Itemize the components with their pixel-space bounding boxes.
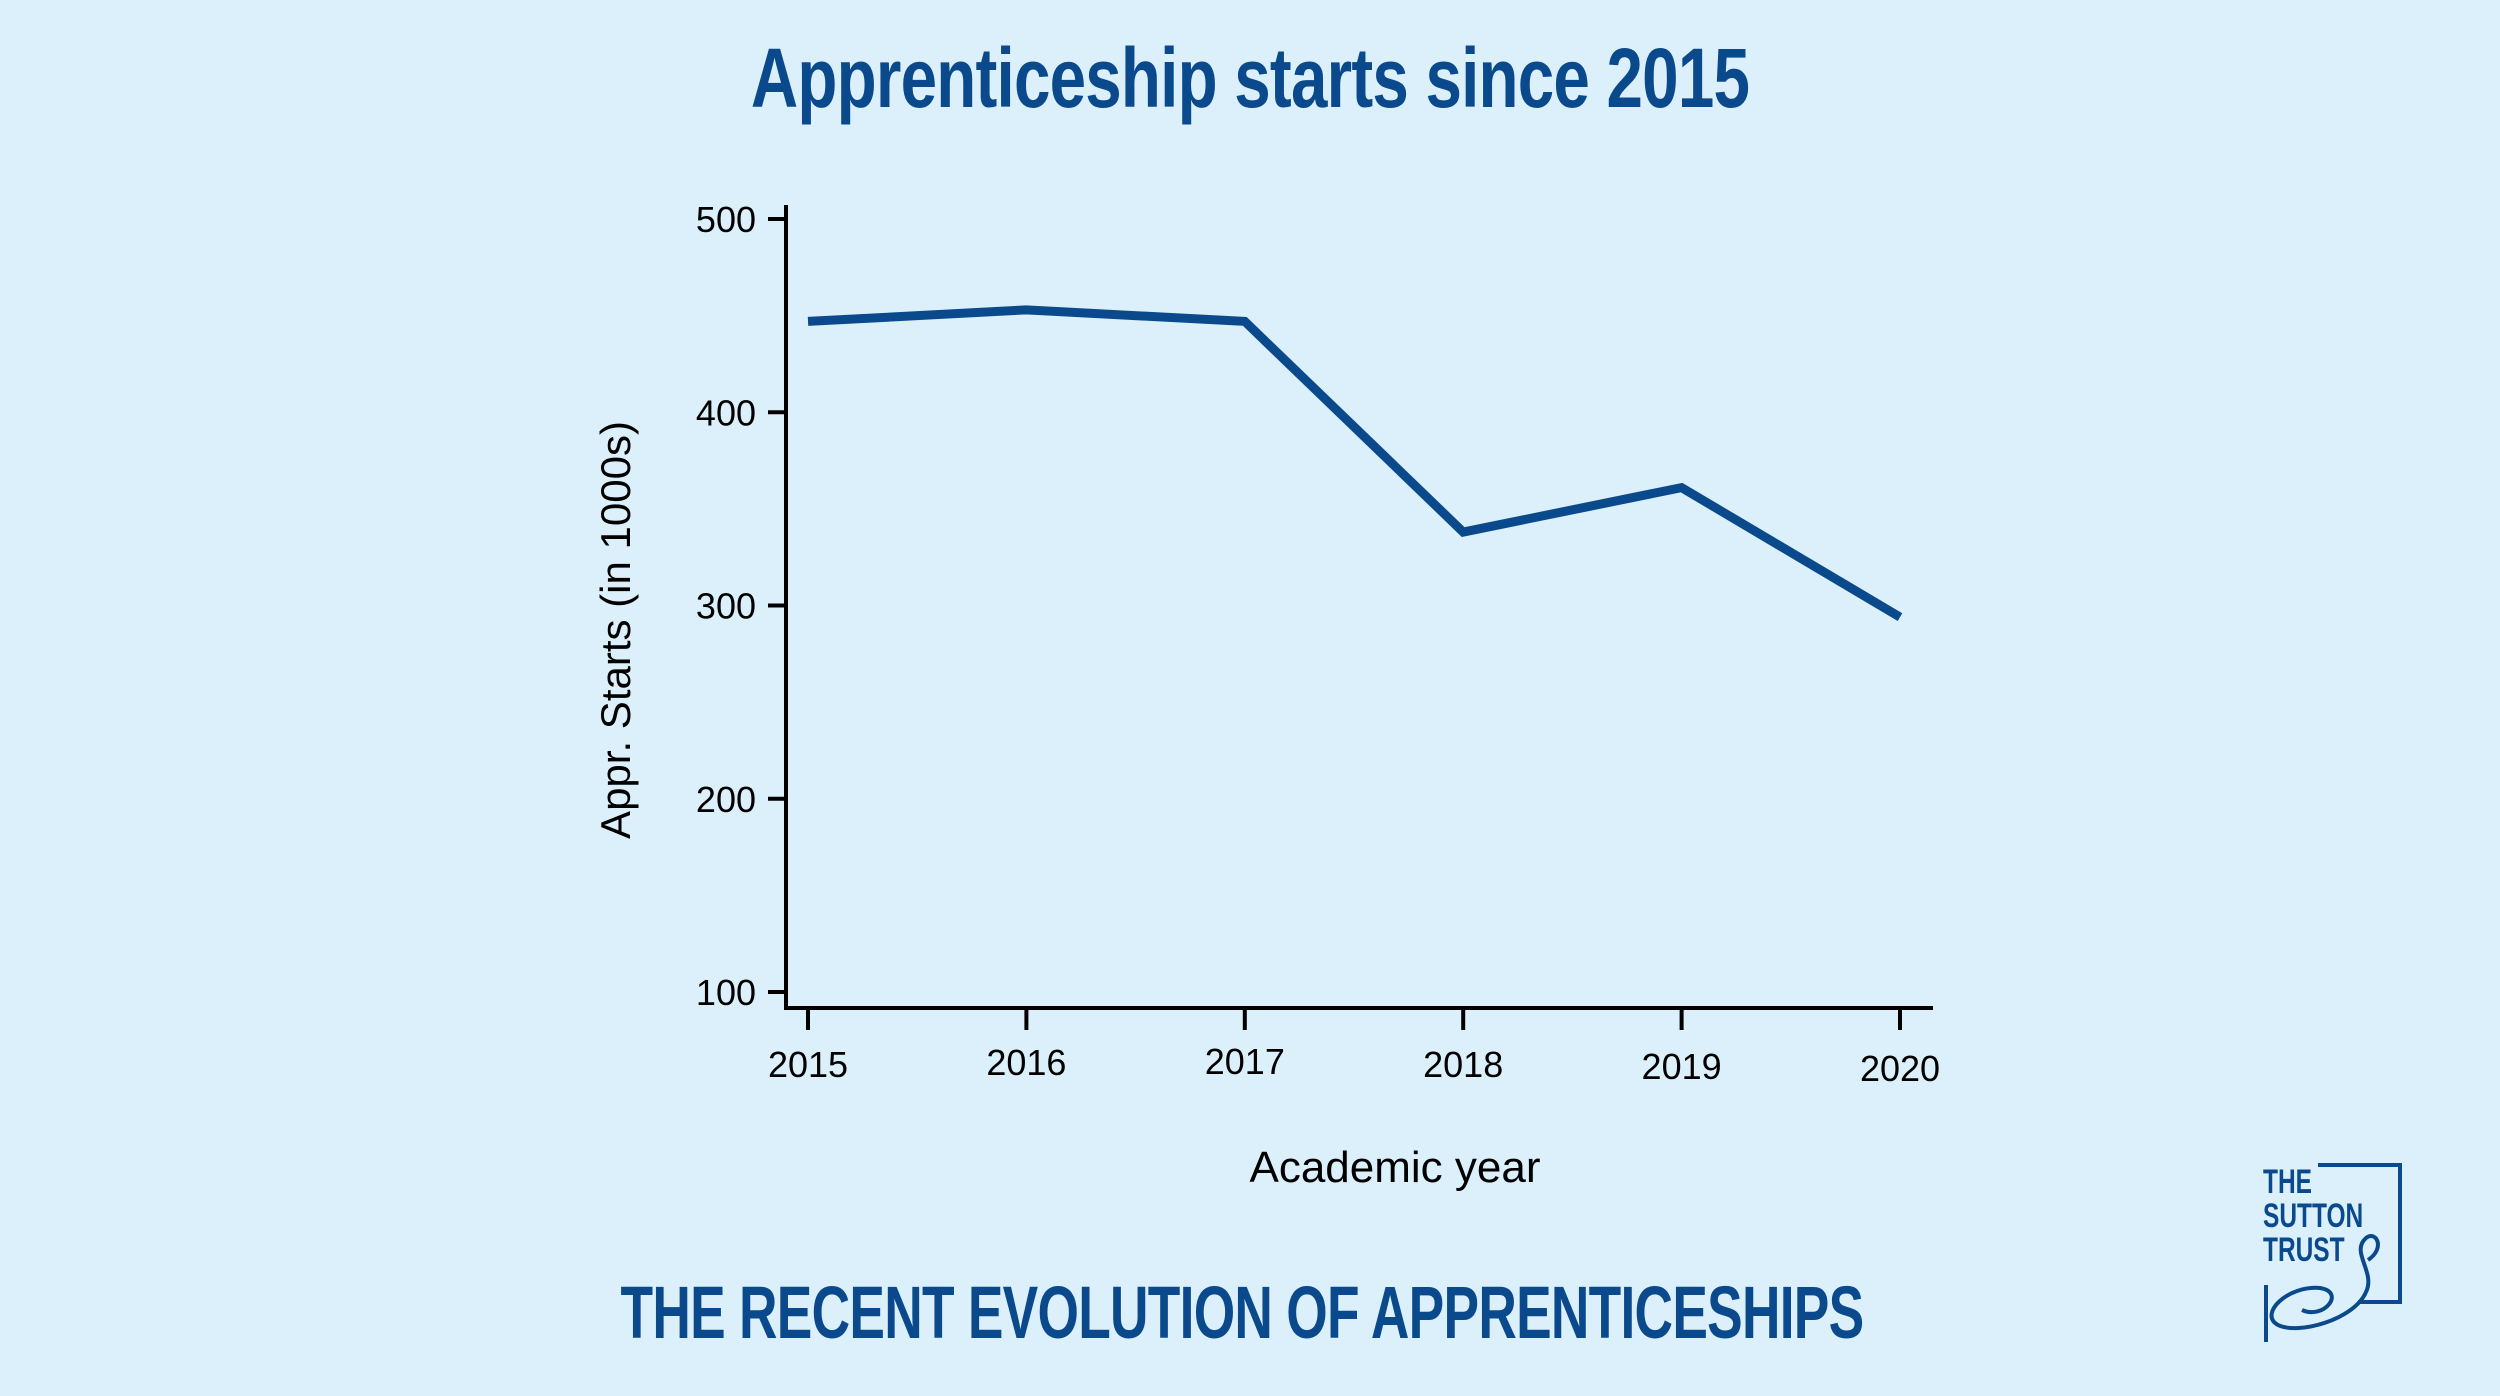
x-tick-label: 2015 xyxy=(768,1044,848,1085)
x-axis-label: Academic year xyxy=(1249,1143,1540,1192)
y-tick-label: 200 xyxy=(696,779,756,820)
y-tick-label: 100 xyxy=(696,972,756,1013)
logo-line-trust: TRUST xyxy=(2263,1231,2345,1269)
logo-frame xyxy=(2318,1163,2402,1304)
x-tick-label: 2016 xyxy=(986,1042,1066,1083)
logo-line-sutton: SUTTON xyxy=(2263,1197,2364,1235)
series-line xyxy=(807,305,1903,621)
x-tick-label: 2020 xyxy=(1860,1048,1940,1089)
y-tick-label: 500 xyxy=(696,199,756,240)
y-tick-label: 300 xyxy=(696,586,756,627)
logo-text: THE SUTTON TRUST xyxy=(2263,1165,2363,1267)
chart-series xyxy=(807,305,1903,621)
chart-title: Apprenticeship starts since 2015 xyxy=(750,31,1750,125)
page-subtitle: THE RECENT EVOLUTION OF APPRENTICESHIPS xyxy=(620,1271,1865,1354)
chart-axes xyxy=(784,205,1933,1010)
sutton-trust-logo xyxy=(2264,1163,2402,1342)
y-tick-label: 400 xyxy=(696,392,756,433)
x-tick-label: 2018 xyxy=(1423,1044,1503,1085)
x-tick-label: 2017 xyxy=(1205,1041,1285,1082)
x-axis-ticks: 2015 2016 2017 2018 2019 2020 xyxy=(768,1008,1940,1089)
x-tick-label: 2019 xyxy=(1642,1046,1722,1087)
logo-swirl-icon xyxy=(2269,1234,2380,1331)
y-axis-ticks: 100 200 300 400 500 xyxy=(696,199,786,1013)
logo-line-the: THE xyxy=(2263,1163,2312,1201)
y-axis-label: Appr. Starts (in 1000s) xyxy=(592,421,639,839)
